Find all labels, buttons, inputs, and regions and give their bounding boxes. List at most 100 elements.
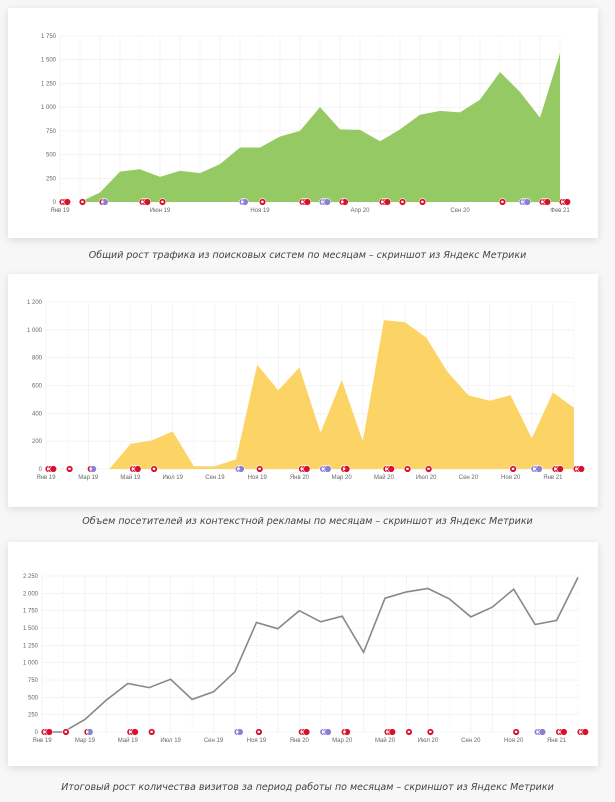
- annotation-glyph-icon: [241, 200, 244, 203]
- annotation-glyph-icon: [406, 467, 409, 470]
- annotation-marker-icon: [49, 465, 57, 473]
- annotation-glyph-icon: [381, 200, 384, 203]
- y-tick-label: 200: [32, 439, 43, 445]
- x-tick-label: Ноя 19: [247, 738, 267, 744]
- annotation-glyph-icon: [300, 467, 304, 470]
- annotation-glyph-icon: [89, 467, 92, 470]
- annotation-marker-icon: [387, 465, 395, 473]
- y-tick-label: 2 250: [23, 574, 39, 580]
- annotation-glyph-icon: [557, 730, 561, 733]
- annotation-marker-icon: [388, 728, 397, 736]
- annotation-glyph-icon: [68, 467, 71, 470]
- annotation-glyph-icon: [300, 730, 303, 733]
- annotation-marker-icon: [538, 728, 547, 736]
- annotation-glyph-icon: [61, 200, 64, 203]
- annotation-glyph-icon: [575, 467, 578, 470]
- x-tick-label: Июн 19: [150, 208, 171, 214]
- annotation-glyph-icon: [386, 730, 389, 733]
- annotation-glyph-icon: [150, 730, 153, 733]
- annotation-marker-icon: [45, 728, 53, 736]
- annotation-glyph-icon: [343, 730, 346, 733]
- x-tick-label: Янв 19: [32, 738, 52, 744]
- y-tick-label: 1 000: [41, 105, 57, 111]
- annotation-marker-icon: [543, 198, 551, 206]
- x-tick-label: Май 19: [118, 737, 139, 744]
- x-tick-label: Мар 19: [75, 738, 96, 744]
- y-tick-label: 0: [53, 200, 57, 206]
- annotation-glyph-icon: [321, 200, 324, 203]
- x-tick-label: Мар 19: [78, 475, 99, 481]
- x-tick-label: Янв 20: [290, 475, 310, 481]
- y-tick-label: 1 250: [41, 81, 57, 87]
- x-tick-label: Апр 20: [351, 208, 371, 214]
- x-tick-label: Май 20: [374, 474, 395, 481]
- annotation-marker-icon: [302, 728, 311, 736]
- annotation-glyph-icon: [511, 467, 515, 470]
- annotation-glyph-icon: [421, 200, 424, 203]
- x-tick-label: Янв 19: [50, 208, 70, 214]
- x-tick-label: Янв 21: [543, 475, 563, 481]
- annotation-glyph-icon: [561, 200, 564, 203]
- annotation-glyph-icon: [536, 730, 539, 733]
- annotation-glyph-icon: [579, 730, 582, 733]
- annotation-glyph-icon: [301, 200, 304, 203]
- series-area: [46, 320, 574, 469]
- annotation-glyph-icon: [342, 467, 346, 470]
- x-tick-label: Май 19: [120, 474, 141, 481]
- x-tick-label: Май 20: [375, 737, 396, 744]
- y-tick-label: 1 000: [23, 661, 39, 667]
- annotation-marker-icon: [383, 198, 391, 206]
- annotation-marker-icon: [303, 198, 311, 206]
- y-tick-label: 1 750: [23, 609, 39, 615]
- annotation-marker-icon: [324, 728, 332, 736]
- x-tick-label: Июл 19: [162, 475, 183, 481]
- annotation-glyph-icon: [321, 467, 325, 470]
- annotation-glyph-icon: [236, 730, 239, 733]
- y-tick-label: 500: [28, 695, 39, 701]
- x-tick-label: Янв 19: [36, 475, 56, 481]
- annotation-marker-icon: [134, 465, 142, 473]
- y-tick-label: 250: [46, 176, 57, 182]
- y-tick-label: 2 000: [23, 591, 39, 597]
- annotation-glyph-icon: [237, 467, 240, 470]
- y-tick-label: 1 250: [23, 643, 39, 649]
- annotation-marker-icon: [563, 198, 571, 206]
- annotation-marker-icon: [63, 198, 71, 206]
- series-area: [60, 53, 560, 202]
- annotation-glyph-icon: [429, 730, 432, 733]
- x-tick-label: Сен 20: [459, 475, 479, 481]
- x-tick-label: Ноя 20: [501, 475, 521, 481]
- y-tick-label: 600: [32, 384, 43, 390]
- y-tick-label: 500: [46, 153, 57, 159]
- annotation-glyph-icon: [541, 200, 544, 203]
- annotation-glyph-icon: [427, 467, 430, 470]
- y-tick-label: 1 500: [41, 58, 57, 64]
- annotation-glyph-icon: [258, 467, 261, 470]
- y-tick-label: 400: [32, 411, 43, 417]
- y-tick-label: 1 750: [41, 34, 57, 40]
- annotation-glyph-icon: [407, 730, 411, 733]
- annotation-marker-icon: [560, 728, 568, 736]
- x-tick-label: Янв 20: [290, 738, 310, 744]
- annotation-marker-icon: [577, 465, 585, 473]
- y-tick-label: 750: [46, 129, 57, 135]
- y-tick-label: 0: [35, 730, 39, 736]
- annotation-marker-icon: [523, 198, 531, 206]
- annotation-marker-icon: [303, 465, 311, 473]
- annotation-glyph-icon: [128, 730, 132, 733]
- x-tick-label: Ноя 20: [504, 738, 524, 744]
- x-tick-label: Сен 19: [204, 738, 224, 744]
- caption-search-traffic: Общий рост трафика из поисковых систем п…: [88, 250, 527, 261]
- x-tick-label: Ноя 19: [250, 208, 270, 214]
- annotation-glyph-icon: [501, 200, 504, 203]
- caption-context-ads: Объем посетителей из контекстной рекламы…: [82, 516, 533, 527]
- annotation-glyph-icon: [141, 200, 144, 203]
- y-tick-label: 0: [39, 467, 43, 473]
- annotation-glyph-icon: [257, 730, 260, 733]
- annotation-glyph-icon: [152, 467, 156, 470]
- annotation-glyph-icon: [161, 200, 164, 203]
- annotation-glyph-icon: [86, 730, 89, 733]
- annotation-marker-icon: [556, 465, 564, 473]
- annotation-glyph-icon: [385, 467, 388, 470]
- chart-total-visits: 0 250 500 750 1 000 1 250 1 500 1 750 2 000 2 250…: [23, 574, 589, 744]
